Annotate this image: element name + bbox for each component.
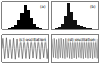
svg-text:(b): (b) bbox=[90, 4, 96, 9]
svg-text:(a): (a) bbox=[40, 4, 46, 9]
svg-text:(c) oscillation: (c) oscillation bbox=[19, 37, 46, 42]
svg-text:(d) oscillation: (d) oscillation bbox=[68, 37, 96, 42]
